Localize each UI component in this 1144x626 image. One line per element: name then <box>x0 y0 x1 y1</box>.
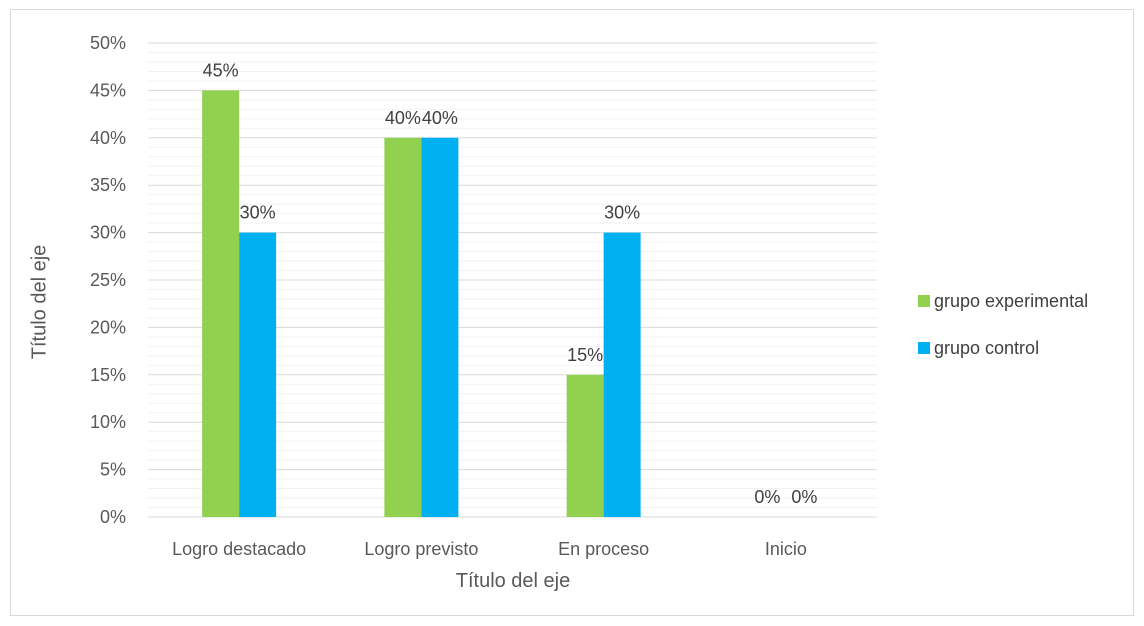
y-axis-ticks: 0% 5% 10% 15% 20% 25% 30% 35% 40% 45% 50% <box>90 33 126 527</box>
bar <box>239 232 277 517</box>
bar <box>566 374 604 517</box>
bar <box>603 232 641 517</box>
legend-label: grupo control <box>934 338 1039 358</box>
bar <box>421 137 459 518</box>
data-labels: 45% 30% 40% 40% 15% 30% 0% 0% <box>203 60 818 507</box>
x-axis-ticks: Logro destacado Logro previsto En proceso I… <box>172 539 807 559</box>
y-tick-label: 20% <box>90 317 126 337</box>
bar <box>202 90 240 518</box>
y-tick-label: 45% <box>90 80 126 100</box>
x-tick-label: Inicio <box>765 539 807 559</box>
y-tick-label: 10% <box>90 412 126 432</box>
y-tick-label: 5% <box>100 460 126 480</box>
y-axis-title: Título del eje <box>28 245 50 360</box>
y-tick-label: 50% <box>90 33 126 53</box>
y-tick-label: 40% <box>90 128 126 148</box>
legend-swatch <box>918 295 930 307</box>
legend-swatch <box>918 342 930 354</box>
x-tick-label: En proceso <box>558 539 649 559</box>
bars <box>202 90 641 518</box>
bar-value-label: 0% <box>754 487 780 507</box>
x-tick-label: Logro previsto <box>364 539 478 559</box>
x-axis-title: Título del eje <box>456 570 571 592</box>
bar-value-label: 15% <box>567 345 603 365</box>
y-tick-label: 25% <box>90 270 126 290</box>
bar <box>384 137 422 518</box>
y-tick-label: 30% <box>90 223 126 243</box>
bar-value-label: 0% <box>791 487 817 507</box>
legend-label: grupo experimental <box>934 291 1088 311</box>
legend: grupo experimental grupo control <box>918 291 1088 358</box>
bar-value-label: 40% <box>422 108 458 128</box>
bar-value-label: 45% <box>203 60 239 80</box>
bar-value-label: 40% <box>385 108 421 128</box>
x-tick-label: Logro destacado <box>172 539 306 559</box>
bar-value-label: 30% <box>240 203 276 223</box>
bar-value-label: 30% <box>604 203 640 223</box>
y-tick-label: 0% <box>100 507 126 527</box>
y-tick-label: 15% <box>90 365 126 385</box>
y-tick-label: 35% <box>90 175 126 195</box>
